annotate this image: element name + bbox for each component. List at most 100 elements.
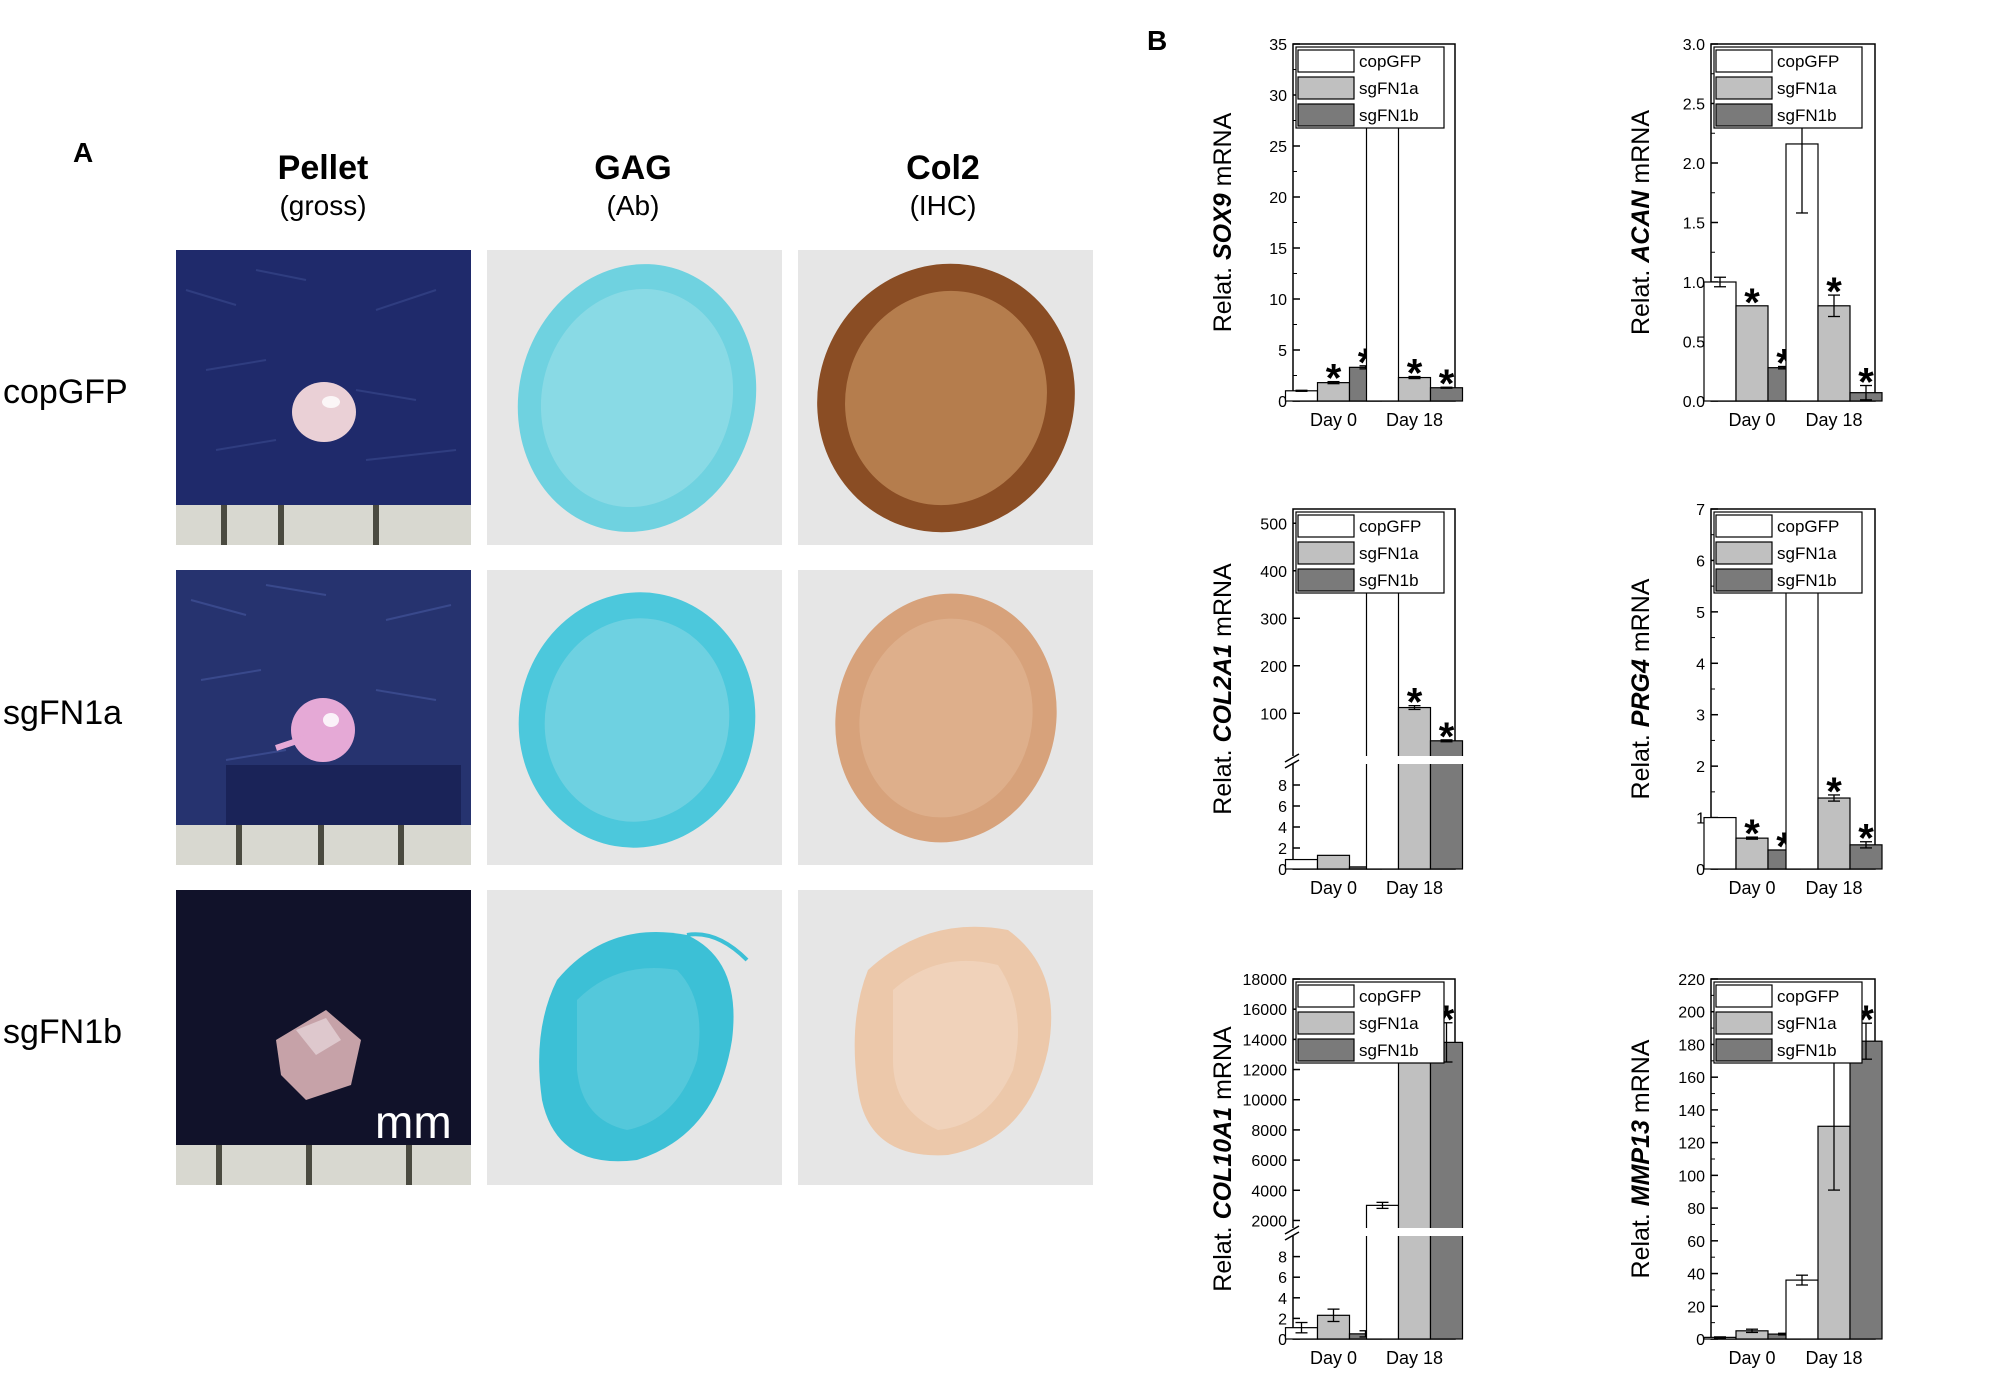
y-tick-label: 6 [1278,799,1287,816]
y-tick-label: 0.5 [1683,335,1705,352]
bar-sgfn1b [1429,1041,1464,1340]
y-axis-label-suffix: mRNA [1209,1026,1237,1107]
y-tick-label: 1 [1696,811,1705,828]
y-axis-label-suffix: mRNA [1627,1039,1655,1120]
y-tick-label: 220 [1678,972,1705,989]
significance-star: * [1326,357,1342,401]
y-tick-label: 60 [1687,1234,1705,1251]
legend-swatch [1715,514,1773,538]
x-tick-label: Day 18 [1805,1348,1862,1368]
y-tick-label: 0 [1278,1332,1287,1349]
column-subtitle: (gross) [279,190,367,221]
significance-star: * [1826,770,1842,814]
x-tick-label: Day 0 [1310,410,1357,430]
y-tick-label: 3 [1696,708,1705,725]
y-tick-label: 16000 [1243,1002,1288,1019]
x-tick-label: Day 0 [1310,878,1357,898]
significance-star: * [1439,362,1455,406]
y-tick-label: 8 [1278,778,1287,795]
y-tick-label: 4000 [1251,1183,1287,1200]
y-tick-label: 300 [1260,611,1287,628]
legend-label: sgFN1a [1359,544,1419,563]
gag-stain-sgfn1a [487,570,782,865]
y-tick-label: 0 [1696,1332,1705,1349]
y-tick-label: 2 [1278,1311,1287,1328]
y-axis-label-prefix: Relat. [1209,742,1237,814]
y-axis-label: Relat. ACAN mRNA [1627,110,1655,335]
y-axis-label-prefix: Relat. [1209,1219,1237,1291]
y-tick-label: 0.0 [1683,394,1705,411]
significance-star: * [1439,715,1455,759]
bar-sgfn1b [1849,1040,1883,1340]
x-tick-label: Day 18 [1386,1348,1443,1368]
y-tick-label: 8000 [1251,1123,1287,1140]
legend-swatch [1297,541,1355,565]
legend-swatch [1297,49,1355,73]
legend-swatch [1297,103,1355,127]
y-axis-label: Relat. SOX9 mRNA [1209,112,1237,332]
bar-copgfp [1785,572,1819,870]
bar-break-gap [1397,756,1432,764]
y-tick-label: 2 [1278,841,1287,858]
row-label-sgfn1b: sgFN1b [3,1013,123,1051]
significance-star: * [1744,812,1760,856]
y-tick-label: 6000 [1251,1153,1287,1170]
col2-ihc-copgfp [798,250,1093,545]
x-tick-label: Day 0 [1310,1348,1357,1368]
y-axis-label-gene: SOX9 [1209,193,1237,260]
gag-stain-sgfn1b [487,890,782,1185]
column-header-gag: GAG (Ab) [488,148,778,224]
column-header-pellet: Pellet (gross) [178,148,468,224]
pellet-image-sgfn1a [176,570,471,865]
x-tick-label: Day 0 [1728,410,1775,430]
y-tick-label: 35 [1269,37,1287,54]
legend-label: copGFP [1777,52,1839,71]
x-tick-label: Day 0 [1728,1348,1775,1368]
y-tick-label: 10 [1269,292,1287,309]
y-tick-label: 7 [1696,502,1705,519]
legend-label: sgFN1b [1777,106,1837,125]
legend-swatch [1297,984,1355,1008]
y-tick-label: 6 [1278,1270,1287,1287]
y-axis-label-suffix: mRNA [1209,563,1237,644]
legend-label: copGFP [1359,987,1421,1006]
y-tick-label: 3.0 [1683,37,1705,54]
y-tick-label: 2 [1696,759,1705,776]
y-axis-label: Relat. COL2A1 mRNA [1209,563,1237,815]
y-axis-label-gene: MMP13 [1627,1120,1655,1206]
y-tick-label: 10000 [1243,1093,1288,1110]
y-tick-label: 200 [1678,1005,1705,1022]
legend-swatch [1715,76,1773,100]
column-title: Col2 [906,149,980,187]
y-tick-label: 5 [1696,605,1705,622]
row-label-copgfp: copGFP [3,373,128,411]
legend-label: sgFN1b [1359,1041,1419,1060]
bar-sgfn1b [1849,844,1883,870]
bar-copgfp [1365,79,1400,402]
legend-label: copGFP [1359,517,1421,536]
legend-swatch [1297,1038,1355,1062]
column-header-col2: Col2 (IHC) [798,148,1088,224]
x-tick-label: Day 18 [1805,878,1862,898]
legend-label: copGFP [1359,52,1421,71]
y-tick-label: 2000 [1251,1213,1287,1230]
y-tick-label: 2.5 [1683,97,1705,114]
significance-star: * [1744,281,1760,325]
bar-sgfn1a [1735,837,1769,870]
y-axis-label: Relat. MMP13 mRNA [1627,1039,1655,1278]
y-axis-label-prefix: Relat. [1627,1206,1655,1278]
y-axis-label-gene: ACAN [1627,190,1655,264]
y-tick-label: 20 [1687,1299,1705,1316]
y-axis-label-gene: PRG4 [1627,659,1655,727]
y-tick-label: 14000 [1243,1032,1288,1049]
bar-copgfp [1365,1204,1400,1340]
chart-mmp13: 0 20 40 60 80 100 120 140 160 180 200 220 Day 0 Day 1… [1627,972,1883,1368]
scale-label: mm [375,1096,452,1148]
panel-b-letter: B [1147,25,1168,56]
legend-label: sgFN1b [1359,106,1419,125]
y-axis-label-prefix: Relat. [1209,260,1237,332]
legend-label: copGFP [1777,987,1839,1006]
significance-star: * [1858,817,1874,861]
